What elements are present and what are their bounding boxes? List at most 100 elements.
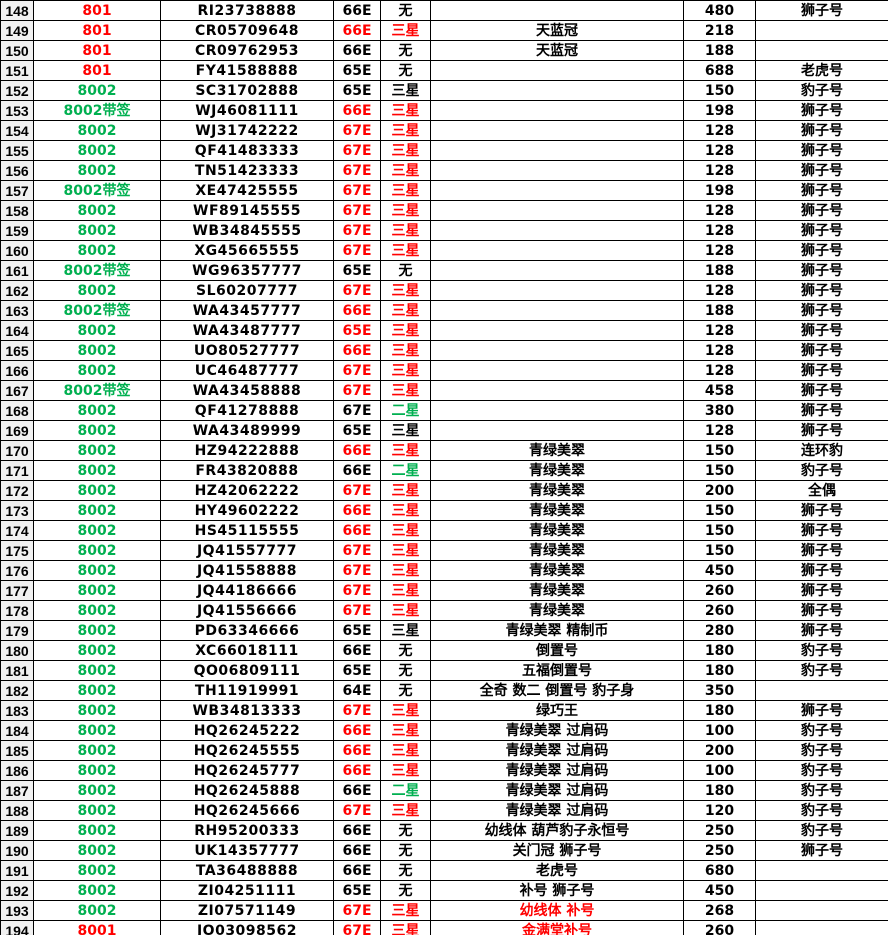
description-cell[interactable]: [430, 0, 684, 21]
serial-cell[interactable]: XE47425555: [160, 180, 334, 201]
code-cell[interactable]: 8002: [33, 740, 161, 761]
row-number-cell[interactable]: 150: [0, 40, 34, 61]
description-cell[interactable]: 青绿美翠 精制币: [430, 620, 684, 641]
code-cell[interactable]: 8002: [33, 840, 161, 861]
note-cell[interactable]: 豹子号: [755, 460, 888, 481]
price-cell[interactable]: 688: [683, 60, 756, 81]
code-cell[interactable]: 8002: [33, 860, 161, 881]
code-cell[interactable]: 8002: [33, 140, 161, 161]
price-cell[interactable]: 150: [683, 520, 756, 541]
price-cell[interactable]: 188: [683, 260, 756, 281]
price-cell[interactable]: 250: [683, 820, 756, 841]
code-cell[interactable]: 801: [33, 0, 161, 21]
row-number-cell[interactable]: 172: [0, 480, 34, 501]
row-number-cell[interactable]: 179: [0, 620, 34, 641]
note-cell[interactable]: [755, 680, 888, 701]
note-cell[interactable]: 豹子号: [755, 80, 888, 101]
grade-cell[interactable]: 65E: [333, 620, 381, 641]
star-cell[interactable]: 三星: [380, 760, 431, 781]
note-cell[interactable]: 狮子号: [755, 340, 888, 361]
price-cell[interactable]: 128: [683, 360, 756, 381]
row-number-cell[interactable]: 186: [0, 760, 34, 781]
grade-cell[interactable]: 67E: [333, 800, 381, 821]
description-cell[interactable]: 青绿美翠 过肩码: [430, 740, 684, 761]
serial-cell[interactable]: WA43458888: [160, 380, 334, 401]
serial-cell[interactable]: WG96357777: [160, 260, 334, 281]
description-cell[interactable]: [430, 140, 684, 161]
serial-cell[interactable]: WJ46081111: [160, 100, 334, 121]
serial-cell[interactable]: TN51423333: [160, 160, 334, 181]
price-cell[interactable]: 150: [683, 440, 756, 461]
price-cell[interactable]: 480: [683, 0, 756, 21]
description-cell[interactable]: [430, 200, 684, 221]
star-cell[interactable]: 三星: [380, 420, 431, 441]
price-cell[interactable]: 200: [683, 480, 756, 501]
note-cell[interactable]: 连环豹: [755, 440, 888, 461]
code-cell[interactable]: 8002: [33, 400, 161, 421]
serial-cell[interactable]: HQ26245777: [160, 760, 334, 781]
description-cell[interactable]: [430, 80, 684, 101]
grade-cell[interactable]: 67E: [333, 920, 381, 935]
description-cell[interactable]: 青绿美翠 过肩码: [430, 780, 684, 801]
grade-cell[interactable]: 64E: [333, 680, 381, 701]
code-cell[interactable]: 8002: [33, 600, 161, 621]
note-cell[interactable]: 全偶: [755, 480, 888, 501]
description-cell[interactable]: [430, 220, 684, 241]
code-cell[interactable]: 8002: [33, 420, 161, 441]
code-cell[interactable]: 8002: [33, 460, 161, 481]
row-number-cell[interactable]: 167: [0, 380, 34, 401]
description-cell[interactable]: 青绿美翠: [430, 560, 684, 581]
row-number-cell[interactable]: 176: [0, 560, 34, 581]
description-cell[interactable]: 全奇 数二 倒置号 豹子身: [430, 680, 684, 701]
description-cell[interactable]: [430, 240, 684, 261]
row-number-cell[interactable]: 171: [0, 460, 34, 481]
price-cell[interactable]: 380: [683, 400, 756, 421]
star-cell[interactable]: 三星: [380, 180, 431, 201]
star-cell[interactable]: 三星: [380, 380, 431, 401]
serial-cell[interactable]: XC66018111: [160, 640, 334, 661]
serial-cell[interactable]: QF41483333: [160, 140, 334, 161]
row-number-cell[interactable]: 162: [0, 280, 34, 301]
star-cell[interactable]: 三星: [380, 160, 431, 181]
star-cell[interactable]: 三星: [380, 100, 431, 121]
star-cell[interactable]: 三星: [380, 540, 431, 561]
description-cell[interactable]: 绿巧王: [430, 700, 684, 721]
star-cell[interactable]: 无: [380, 640, 431, 661]
price-cell[interactable]: 150: [683, 500, 756, 521]
code-cell[interactable]: 8002: [33, 900, 161, 921]
price-cell[interactable]: 128: [683, 160, 756, 181]
note-cell[interactable]: 老虎号: [755, 60, 888, 81]
serial-cell[interactable]: JQ41557777: [160, 540, 334, 561]
row-number-cell[interactable]: 175: [0, 540, 34, 561]
row-number-cell[interactable]: 169: [0, 420, 34, 441]
star-cell[interactable]: 无: [380, 660, 431, 681]
serial-cell[interactable]: WJ31742222: [160, 120, 334, 141]
grade-cell[interactable]: 67E: [333, 140, 381, 161]
serial-cell[interactable]: FY41588888: [160, 60, 334, 81]
note-cell[interactable]: 狮子号: [755, 420, 888, 441]
description-cell[interactable]: [430, 380, 684, 401]
star-cell[interactable]: 三星: [380, 800, 431, 821]
description-cell[interactable]: 补号 狮子号: [430, 880, 684, 901]
star-cell[interactable]: 三星: [380, 500, 431, 521]
note-cell[interactable]: 狮子号: [755, 140, 888, 161]
serial-cell[interactable]: FR43820888: [160, 460, 334, 481]
serial-cell[interactable]: JQ41558888: [160, 560, 334, 581]
serial-cell[interactable]: WA43457777: [160, 300, 334, 321]
description-cell[interactable]: [430, 340, 684, 361]
note-cell[interactable]: 狮子号: [755, 160, 888, 181]
code-cell[interactable]: 8002: [33, 120, 161, 141]
price-cell[interactable]: 128: [683, 120, 756, 141]
star-cell[interactable]: 三星: [380, 300, 431, 321]
code-cell[interactable]: 8002: [33, 800, 161, 821]
row-number-cell[interactable]: 158: [0, 200, 34, 221]
price-cell[interactable]: 128: [683, 340, 756, 361]
serial-cell[interactable]: WA43487777: [160, 320, 334, 341]
serial-cell[interactable]: ZI04251111: [160, 880, 334, 901]
price-cell[interactable]: 150: [683, 80, 756, 101]
note-cell[interactable]: 狮子号: [755, 300, 888, 321]
row-number-cell[interactable]: 174: [0, 520, 34, 541]
row-number-cell[interactable]: 157: [0, 180, 34, 201]
code-cell[interactable]: 8002: [33, 700, 161, 721]
description-cell[interactable]: [430, 100, 684, 121]
